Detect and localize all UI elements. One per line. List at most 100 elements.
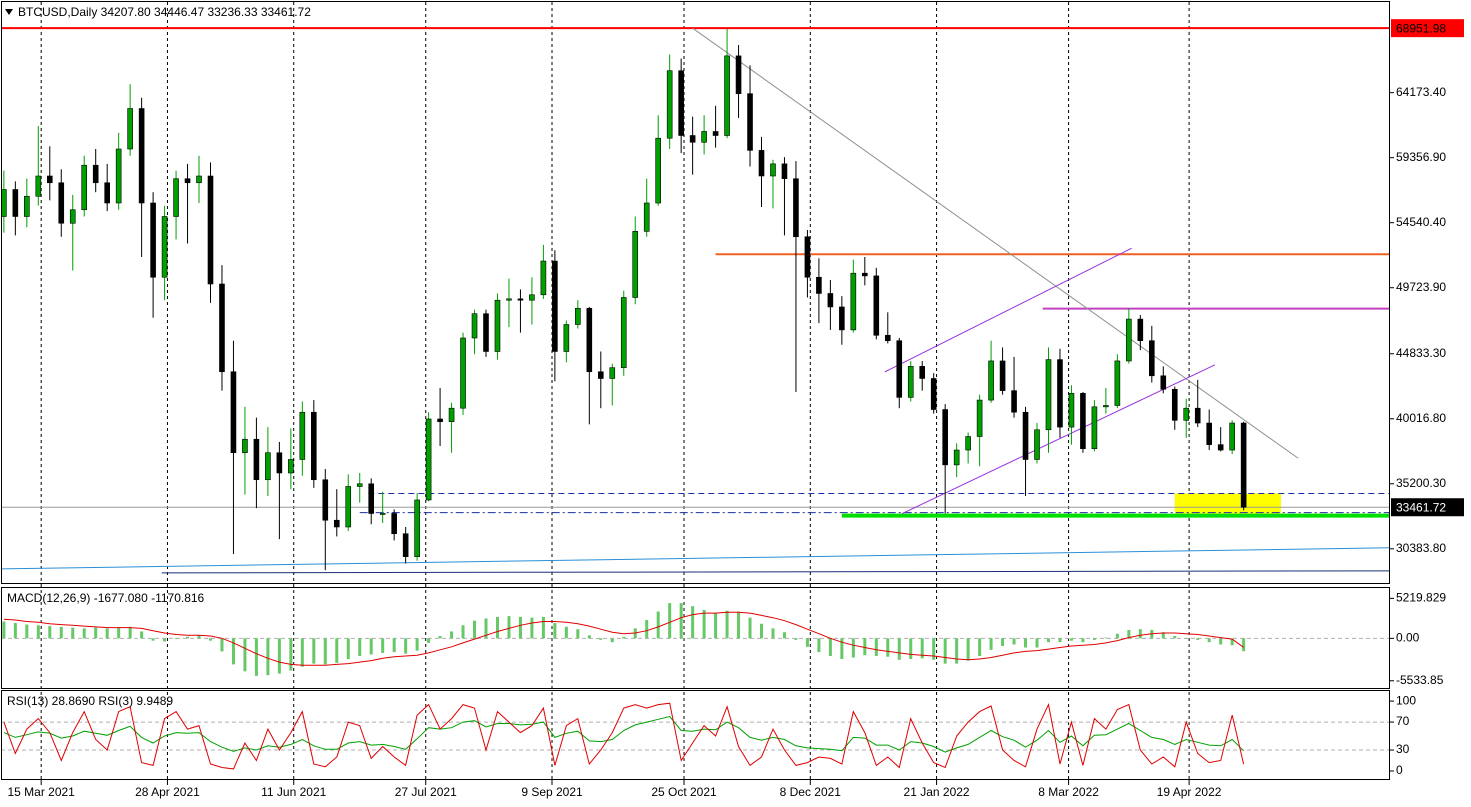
x-tick-label: 27 Jul 2021	[395, 785, 457, 799]
macd-bar	[1184, 638, 1188, 639]
candle-body	[1034, 429, 1040, 460]
candle-body	[666, 70, 673, 139]
candle-body	[1137, 318, 1144, 341]
trend-line	[0, 547, 1391, 570]
macd-bar	[254, 638, 258, 676]
chart-title: BTCUSD,Daily 34207.80 34446.47 33236.33 …	[18, 5, 311, 19]
candle-body	[24, 195, 30, 217]
macd-bar	[1081, 638, 1085, 643]
candle-body	[1240, 422, 1247, 508]
macd-bar	[128, 626, 132, 639]
candle-body	[1057, 359, 1063, 428]
candle-body	[529, 294, 535, 301]
candle-body	[1091, 406, 1098, 449]
macd-bar	[564, 626, 568, 639]
candle-body	[873, 275, 880, 336]
macd-bar	[346, 638, 350, 660]
macd-bar	[197, 635, 201, 639]
macd-bar	[782, 632, 786, 639]
y-tick-label: 0.00	[1396, 631, 1420, 645]
macd-bar	[427, 638, 431, 643]
candle-body	[747, 93, 753, 151]
macd-bar	[771, 628, 775, 639]
macd-bar	[1058, 638, 1062, 643]
candle-body	[1229, 422, 1235, 451]
macd-panel-frame	[1, 587, 1390, 689]
macd-signal-line	[3, 611, 1244, 666]
y-tick-label: 40016.80	[1396, 411, 1446, 425]
plot-layer	[0, 2, 1391, 779]
macd-bar	[358, 638, 362, 656]
macd-bar	[231, 638, 235, 665]
macd-bar	[174, 638, 178, 640]
candle-body	[299, 411, 306, 460]
candle-body	[506, 298, 512, 301]
macd-bar	[392, 638, 396, 653]
candle-body	[161, 216, 168, 278]
y-tick-label: 0	[1396, 763, 1403, 777]
y-tick-label: 30383.80	[1396, 541, 1446, 555]
candle-body	[173, 178, 179, 217]
candle-body	[115, 148, 122, 204]
macd-bar	[576, 629, 580, 639]
candle-body	[448, 407, 455, 422]
macd-bar	[1242, 638, 1246, 652]
candle-body	[965, 436, 971, 451]
candle-body	[942, 409, 948, 466]
indicator-label: MACD(12,26,9) -1677.080 -1170.816	[7, 591, 205, 605]
y-tick-label: 5219.829	[1396, 591, 1446, 605]
macd-bar	[1196, 638, 1200, 640]
candle-body	[1171, 388, 1178, 421]
candle-body	[701, 131, 707, 143]
macd-bar	[59, 626, 63, 639]
candle-body	[689, 135, 696, 143]
y-tick-label: 35200.30	[1396, 476, 1446, 490]
candle-body	[632, 231, 639, 298]
macd-bar	[737, 611, 741, 639]
x-tick-label: 8 Mar 2022	[1038, 785, 1099, 799]
candle-body	[988, 360, 994, 401]
macd-bar	[1035, 638, 1039, 648]
macd-bar	[300, 638, 304, 667]
macd-bar	[1161, 632, 1165, 639]
candle-body	[494, 299, 501, 352]
candle-body	[483, 313, 489, 352]
macd-bar	[1138, 629, 1142, 639]
candle-body	[1194, 407, 1201, 424]
candle-body	[793, 178, 799, 238]
candle-body	[999, 360, 1006, 391]
candle-body	[1068, 393, 1075, 428]
macd-bar	[897, 638, 901, 660]
y-tick-label: 100	[1396, 693, 1416, 707]
trend-line	[884, 247, 1132, 373]
candle-body	[207, 175, 214, 285]
candle-body	[919, 366, 926, 379]
candle-body	[724, 55, 730, 136]
trend-line	[161, 570, 1391, 574]
macd-bar	[1092, 638, 1096, 640]
macd-bar	[1173, 636, 1177, 639]
candle-body	[1, 189, 7, 217]
macd-bar	[1127, 629, 1131, 639]
x-tick-label: 8 Dec 2021	[780, 785, 842, 799]
y-tick-label: 44833.30	[1396, 346, 1446, 360]
candle-body	[253, 438, 260, 481]
candle-body	[58, 182, 65, 224]
candle-body	[288, 459, 294, 474]
candle-body	[276, 452, 283, 474]
symbol-menu-arrow[interactable]	[5, 9, 13, 15]
macd-bar	[1046, 638, 1050, 643]
candle-body	[460, 337, 466, 409]
rsi-panel-frame	[1, 690, 1390, 780]
candle-body	[1160, 375, 1167, 390]
last-price-tag	[1391, 498, 1464, 517]
macd-bar	[622, 636, 626, 639]
macd-bar	[277, 638, 281, 674]
macd-bar	[805, 638, 809, 647]
macd-bar	[989, 638, 993, 650]
macd-bar	[955, 638, 959, 664]
macd-bar	[450, 631, 454, 639]
macd-bar	[473, 620, 477, 639]
candle-body	[425, 418, 432, 501]
macd-bar	[932, 638, 936, 660]
